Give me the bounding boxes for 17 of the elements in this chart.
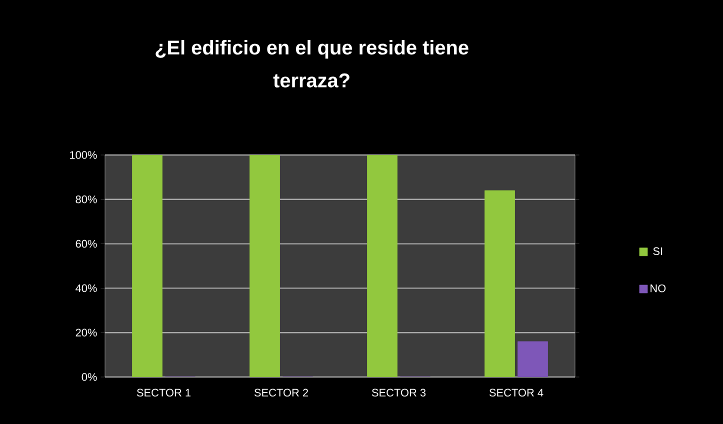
y-tick-label: 20% — [76, 328, 97, 336]
legend-label: NO — [650, 284, 666, 292]
bar — [250, 154, 280, 377]
chart-title: ¿El edificio en el que reside tiene terraza? — [156, 40, 468, 88]
y-tick-label: 80% — [76, 196, 97, 204]
x-tick-label: SECTOR 1 — [136, 388, 191, 397]
x-tick-label: SECTOR 2 — [254, 388, 308, 397]
y-tick-label: 0% — [82, 373, 97, 381]
y-tick-label: 40% — [76, 284, 97, 292]
bar — [367, 154, 398, 377]
y-tick-label: 60% — [76, 240, 97, 248]
legend-label: SI — [653, 247, 662, 256]
y-tick-label: 100% — [70, 151, 97, 159]
bar — [484, 190, 515, 377]
bar — [132, 154, 162, 377]
x-tick-label: SECTOR 3 — [372, 388, 426, 397]
x-tick-label: SECTOR 4 — [489, 388, 544, 397]
